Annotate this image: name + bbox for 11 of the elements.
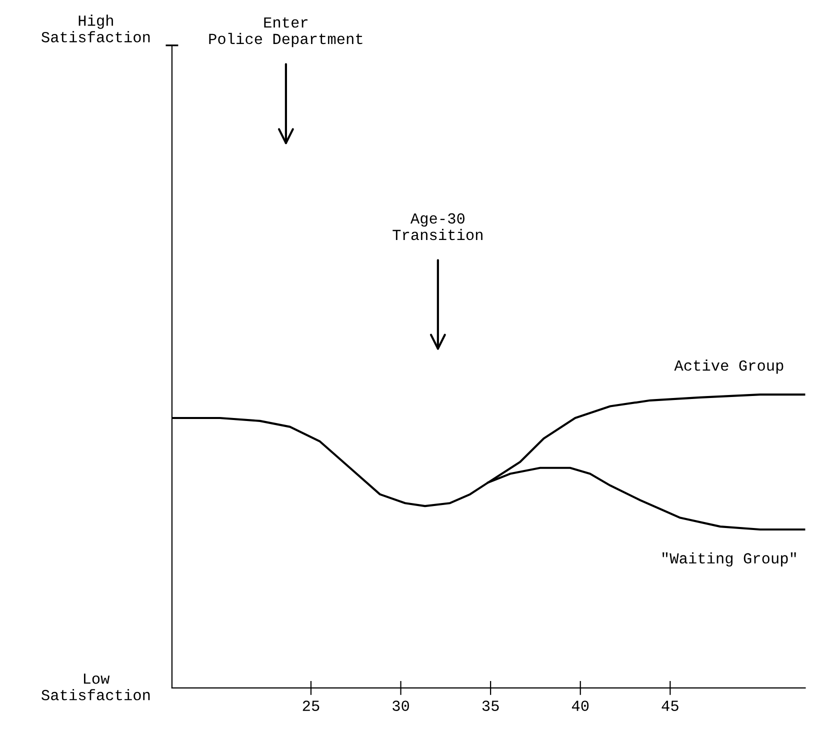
x-tick-label: 25 xyxy=(302,700,320,711)
x-tick-label: 35 xyxy=(482,700,499,711)
text: Low Satisfaction xyxy=(42,674,150,700)
x-tick-label: 45 xyxy=(662,700,678,711)
text: Enter Police Department xyxy=(209,17,362,48)
text: High Satisfaction xyxy=(42,14,150,42)
x-tick-label: 30 xyxy=(392,700,409,711)
series-label: "Waiting Group" xyxy=(662,552,796,567)
series-label: Active Group xyxy=(674,360,784,374)
x-tick-label: 40 xyxy=(572,700,589,711)
text: Age-30 Transition xyxy=(392,213,482,240)
